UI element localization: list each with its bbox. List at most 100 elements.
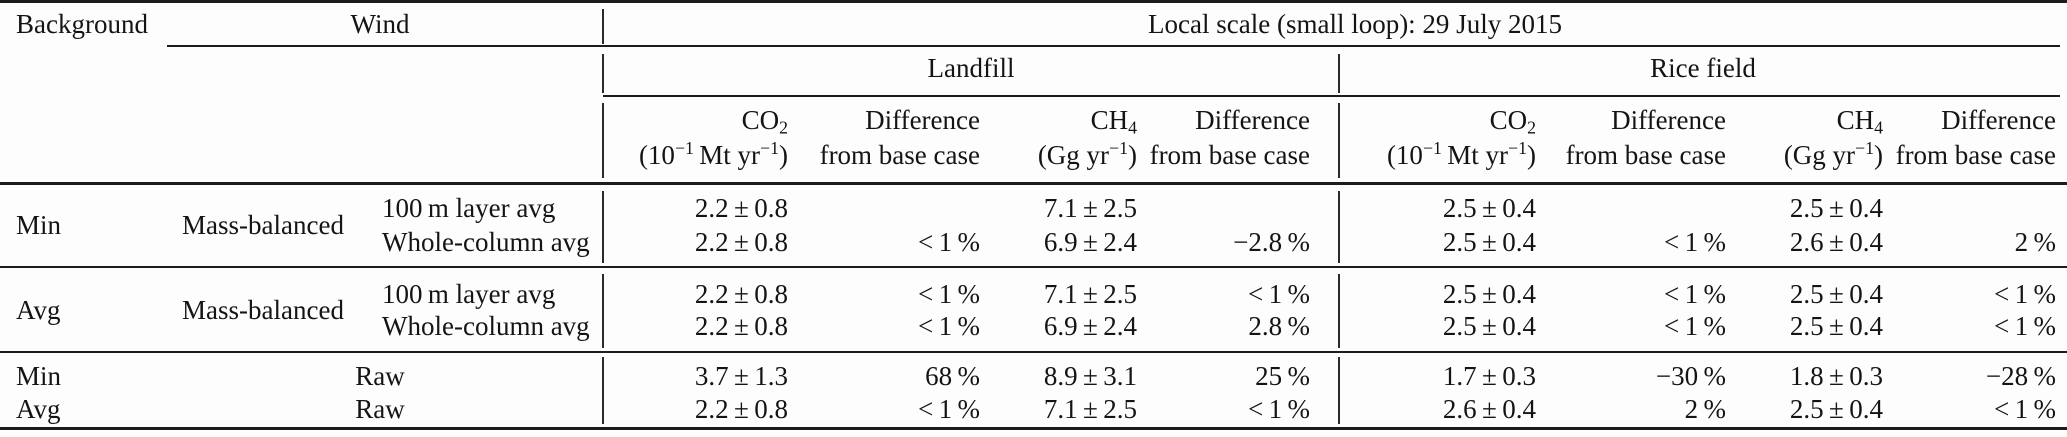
cell-value: < 1 %: [1663, 311, 1726, 341]
cell-value: < 1 %: [917, 394, 980, 424]
rule-group2-group3: [0, 351, 2067, 353]
cell-value: 6.9 ± 2.4: [1043, 311, 1137, 341]
cell-value: 7.1 ± 2.5: [1043, 193, 1137, 223]
cell-value: 7.1 ± 2.5: [1043, 279, 1137, 309]
col-header-ch4-landfill: CH4 (Gg yr−1): [1038, 103, 1137, 173]
rule-under-column-headers: [0, 182, 2067, 185]
cell-value: −2.8 %: [1233, 227, 1310, 257]
rule-under-wind-localscale: [167, 45, 2060, 47]
cell-value: 3.7 ± 1.3: [694, 361, 788, 391]
cell-background: Avg: [16, 295, 61, 325]
diff-unit: from base case: [1565, 140, 1726, 170]
cell-value: 2.5 ± 0.4: [1789, 193, 1883, 223]
cell-value: 7.1 ± 2.5: [1043, 394, 1137, 424]
cell-value: 1.8 ± 0.3: [1789, 361, 1883, 391]
cell-wind-method: Mass-balanced: [182, 210, 344, 240]
cell-wind-method: Raw: [355, 394, 405, 424]
col-header-co2-diff-landfill: Difference from base case: [820, 103, 980, 173]
diff-unit: from base case: [1149, 140, 1310, 170]
divider-vertical-left: [602, 191, 604, 263]
cell-value: 2.5 ± 0.4: [1789, 394, 1883, 424]
cell-value: 2.2 ± 0.8: [694, 193, 788, 223]
cell-wind-avg: Whole-column avg: [382, 227, 590, 257]
cell-value: < 1 %: [917, 227, 980, 257]
site-header-landfill: Landfill: [927, 53, 1015, 83]
local-scale-header: Local scale (small loop): 29 July 2015: [1148, 9, 1562, 39]
diff-unit: from base case: [1895, 140, 2056, 170]
col-header-co2-diff-rice: Difference from base case: [1566, 103, 1726, 173]
cell-value: < 1 %: [1247, 394, 1310, 424]
wind-header: Wind: [350, 9, 410, 39]
cell-value: 2.2 ± 0.8: [694, 279, 788, 309]
cell-value: < 1 %: [1247, 279, 1310, 309]
cell-value: 2.8 %: [1248, 311, 1310, 341]
cell-background: Min: [16, 361, 62, 391]
cell-value: −28 %: [1985, 361, 2056, 391]
ch4-label: CH4: [1090, 105, 1137, 138]
divider-vertical-mid: [1338, 274, 1340, 348]
co2-label: CO2: [741, 105, 788, 138]
cell-background: Min: [16, 210, 62, 240]
cell-value: 2 %: [2014, 227, 2056, 257]
divider-vertical-mid: [1338, 357, 1340, 424]
diff-label: Difference: [1941, 105, 2056, 135]
background-header: Background: [16, 9, 148, 39]
cell-wind-avg: 100 m layer avg: [382, 193, 556, 223]
divider-vertical-left: [602, 9, 604, 44]
ch4-unit: (Gg yr−1): [1783, 138, 1883, 170]
cell-value: 6.9 ± 2.4: [1043, 227, 1137, 257]
cell-value: 2.6 ± 0.4: [1789, 227, 1883, 257]
diff-label: Difference: [1195, 105, 1310, 135]
cell-background: Avg: [16, 394, 61, 424]
diff-unit: from base case: [819, 140, 980, 170]
divider-vertical-mid: [1338, 103, 1340, 178]
rule-under-sites: [603, 95, 2060, 97]
cell-wind-method: Raw: [355, 361, 405, 391]
cell-value: < 1 %: [1663, 279, 1726, 309]
col-header-ch4-rice: CH4 (Gg yr−1): [1784, 103, 1883, 173]
rule-top: [0, 0, 2067, 3]
cell-value: 68 %: [925, 361, 980, 391]
cell-value: < 1 %: [917, 311, 980, 341]
cell-wind-avg: 100 m layer avg: [382, 279, 556, 309]
cell-value: < 1 %: [1993, 394, 2056, 424]
diff-label: Difference: [865, 105, 980, 135]
diff-label: Difference: [1611, 105, 1726, 135]
site-header-rice-field: Rice field: [1650, 53, 1756, 83]
cell-value: 2.5 ± 0.4: [1442, 279, 1536, 309]
cell-value: < 1 %: [1663, 227, 1726, 257]
col-header-ch4-diff-rice: Difference from base case: [1896, 103, 2056, 173]
co2-unit: (10−1 Mt yr−1): [1386, 138, 1536, 170]
cell-value: 1.7 ± 0.3: [1442, 361, 1536, 391]
cell-value: 2 %: [1684, 394, 1726, 424]
co2-unit: (10−1 Mt yr−1): [638, 138, 788, 170]
cell-value: 2.5 ± 0.4: [1789, 311, 1883, 341]
cell-wind-method: Mass-balanced: [182, 295, 344, 325]
rule-group1-group2: [0, 266, 2067, 268]
ch4-unit: (Gg yr−1): [1037, 138, 1137, 170]
cell-value: 2.5 ± 0.4: [1442, 227, 1536, 257]
cell-value: 2.5 ± 0.4: [1442, 311, 1536, 341]
ch4-label: CH4: [1836, 105, 1883, 138]
cell-value: −30 %: [1655, 361, 1726, 391]
cell-value: 2.2 ± 0.8: [694, 394, 788, 424]
cell-wind-avg: Whole-column avg: [382, 311, 590, 341]
cell-value: 2.5 ± 0.4: [1789, 279, 1883, 309]
divider-vertical-left: [602, 357, 604, 424]
col-header-co2-rice: CO2 (10−1 Mt yr−1): [1387, 103, 1536, 173]
divider-vertical-left: [602, 274, 604, 348]
rule-bottom: [0, 427, 2067, 430]
col-header-co2-landfill: CO2 (10−1 Mt yr−1): [639, 103, 788, 173]
cell-value: 2.2 ± 0.8: [694, 311, 788, 341]
divider-vertical-left: [602, 103, 604, 178]
divider-vertical-left: [602, 54, 604, 93]
cell-value: 2.5 ± 0.4: [1442, 193, 1536, 223]
divider-vertical-mid: [1338, 191, 1340, 263]
cell-value: < 1 %: [917, 279, 980, 309]
col-header-ch4-diff-landfill: Difference from base case: [1150, 103, 1310, 173]
cell-value: < 1 %: [1993, 279, 2056, 309]
co2-label: CO2: [1489, 105, 1536, 138]
cell-value: < 1 %: [1993, 311, 2056, 341]
divider-vertical-mid: [1338, 54, 1340, 93]
